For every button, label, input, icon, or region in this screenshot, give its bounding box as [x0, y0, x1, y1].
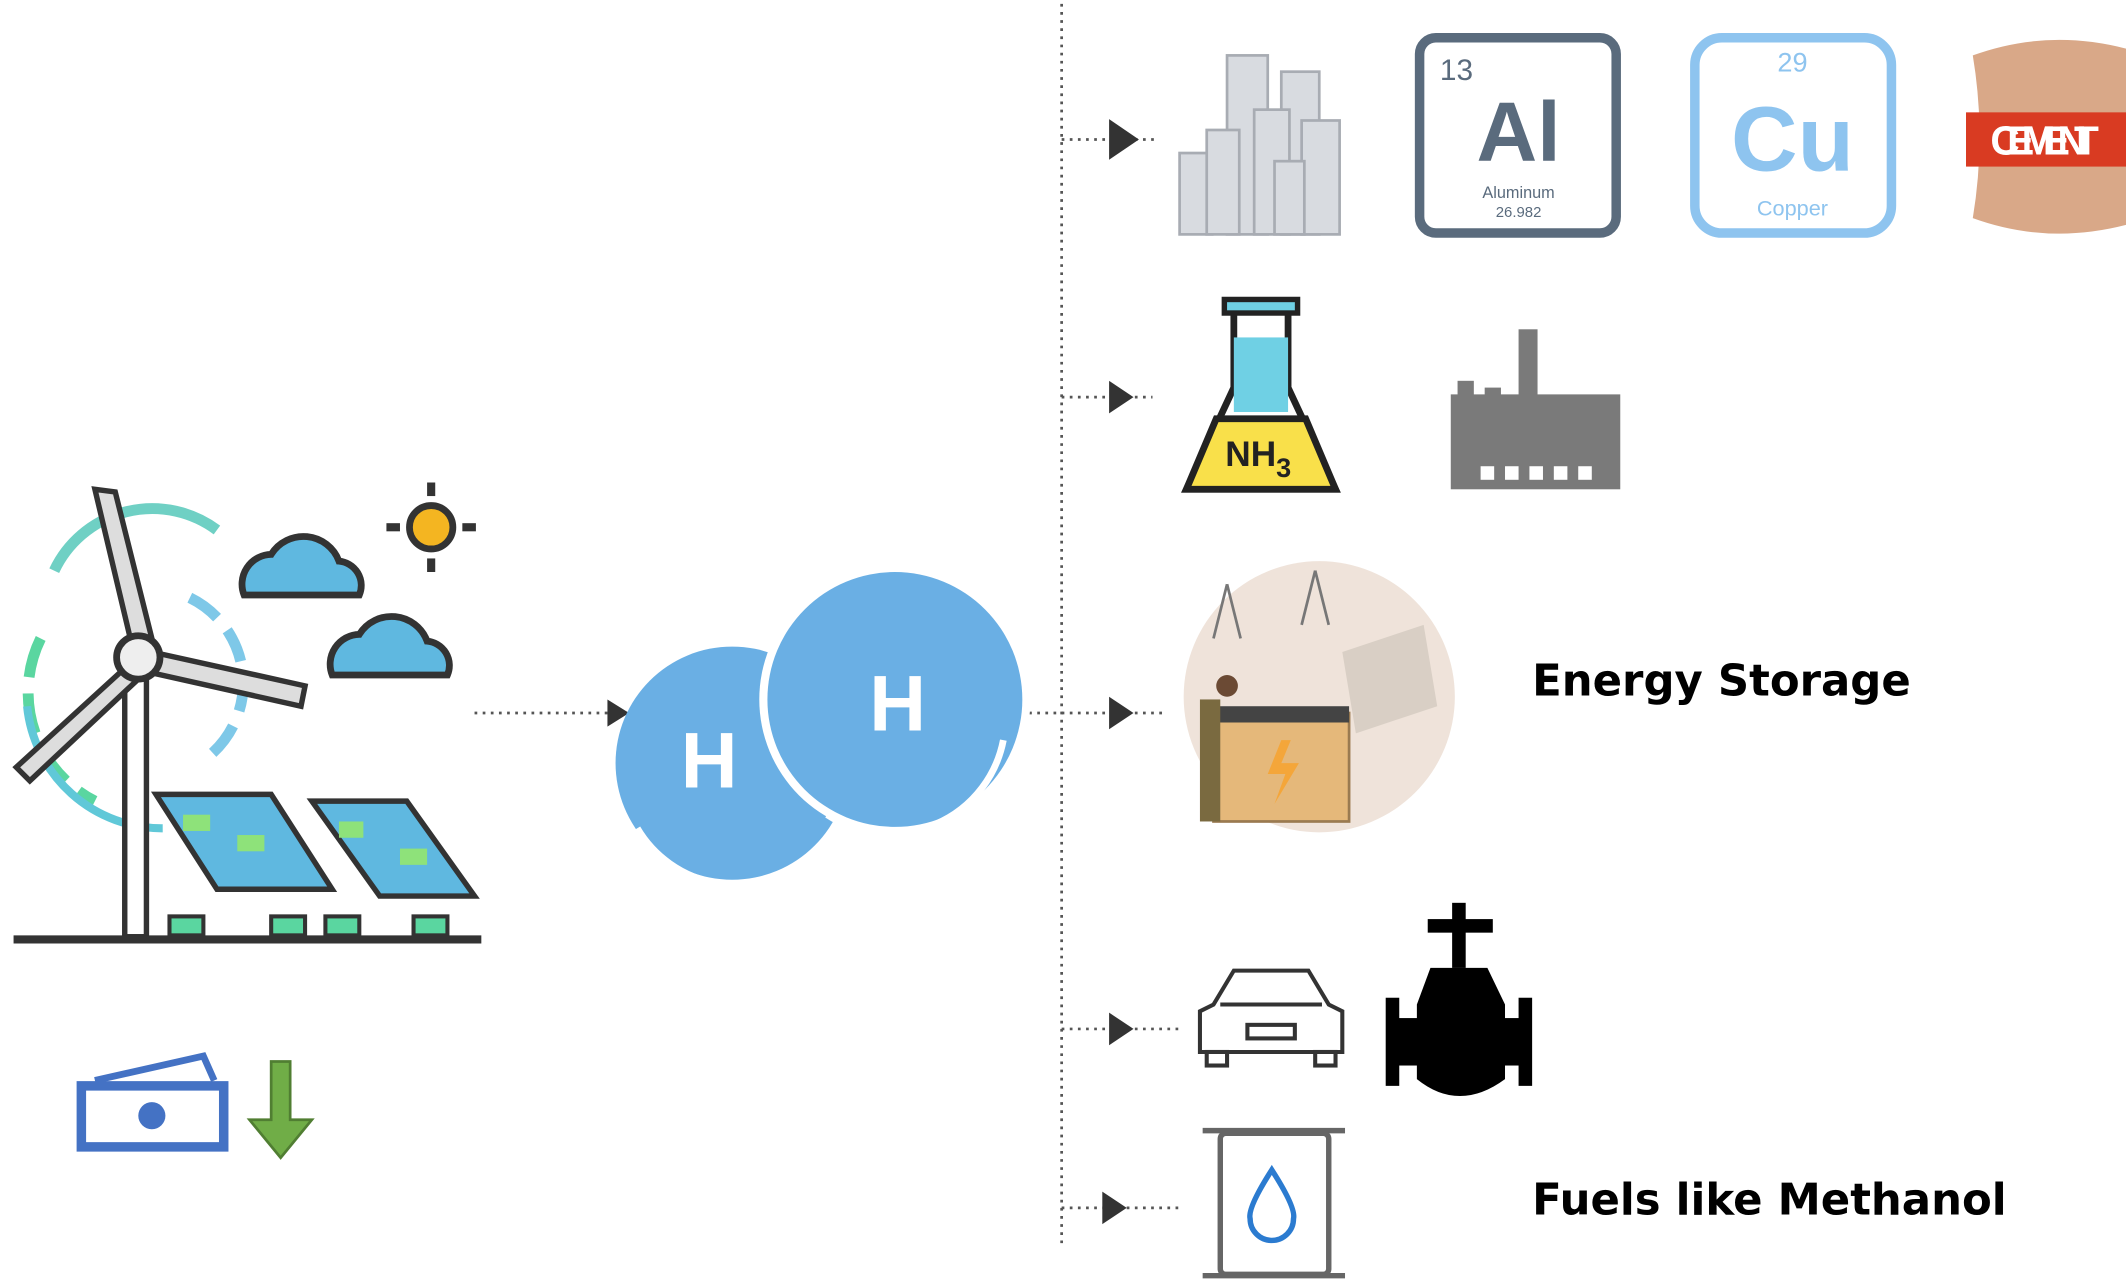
formula: NH3	[1225, 435, 1291, 483]
copper-tile: 29 Cu Copper	[1690, 33, 1897, 238]
element-symbol: Al	[1477, 85, 1561, 179]
storage-label: Energy Storage	[1532, 656, 1911, 706]
formula-sub: 3	[1276, 452, 1291, 483]
aluminum-tile: 13 Al Aluminum 26.982	[1414, 33, 1621, 238]
cement-bag: CEMENT	[1966, 39, 2126, 234]
connectors	[474, 3, 1183, 1246]
fuels-label: Fuels like Methanol	[1532, 1176, 2006, 1226]
atomic-number: 13	[1440, 54, 1473, 87]
atomic-mass: 26.982	[1496, 205, 1542, 221]
formula-base: NH	[1225, 435, 1276, 474]
storage-icon	[1183, 561, 1455, 833]
barrel-icon	[1202, 1127, 1346, 1279]
flask-icon: NH3	[1181, 296, 1341, 493]
element-name: Copper	[1757, 195, 1828, 220]
factory-icon	[1450, 329, 1621, 490]
atom-label: H	[869, 660, 926, 748]
cost-icon	[76, 1052, 315, 1160]
pipes-icon	[1178, 54, 1341, 236]
renewable-icon	[12, 482, 482, 944]
valve-icon	[1385, 902, 1533, 1097]
element-symbol: Cu	[1731, 88, 1854, 191]
hydrogen-molecule: H H	[615, 563, 1031, 889]
atom-label: H	[681, 717, 738, 805]
cement-label: CEMENT	[1990, 117, 2099, 163]
element-name: Aluminum	[1482, 184, 1554, 202]
atomic-number: 29	[1777, 47, 1807, 78]
car-icon	[1197, 968, 1345, 1068]
